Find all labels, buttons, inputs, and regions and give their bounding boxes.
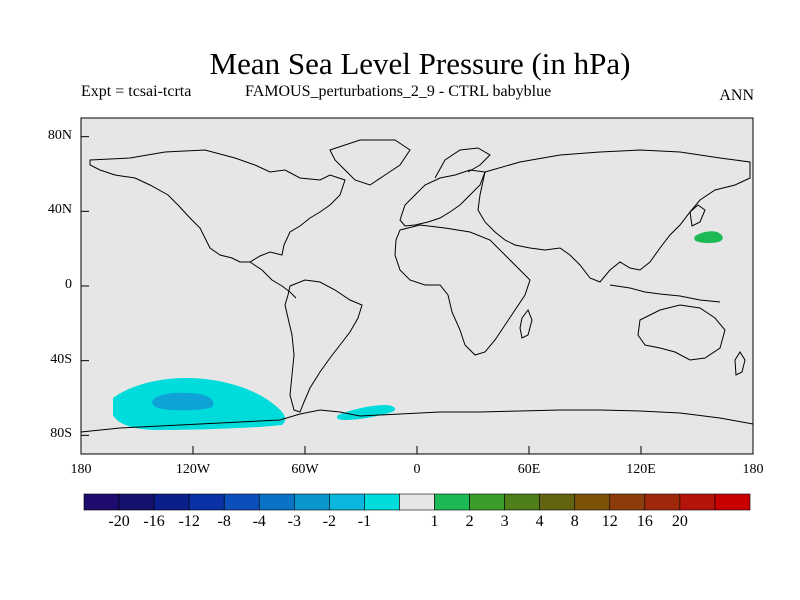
colorbar-swatch — [644, 493, 681, 511]
colorbar-label: -2 — [322, 513, 337, 530]
colorbar-label: 1 — [430, 513, 439, 530]
lon-tick-label: 120E — [626, 462, 656, 477]
colorbar-swatch — [539, 493, 576, 511]
lon-tick-label: 180 — [70, 462, 92, 477]
colorbar-label: 12 — [601, 513, 618, 530]
colorbar-label: 16 — [636, 513, 653, 530]
colorbar-label: 8 — [570, 513, 579, 530]
lon-tick-label: 180 — [742, 462, 764, 477]
colorbar-swatch — [118, 493, 155, 511]
lat-tick-label: 0 — [65, 277, 72, 292]
colorbar-swatch — [504, 493, 540, 511]
colorbar-swatch — [679, 493, 716, 511]
lon-tick-label: 60E — [517, 462, 541, 477]
lon-ticks — [80, 446, 754, 454]
colorbar-swatch — [714, 493, 751, 511]
colorbar-swatch — [258, 493, 295, 511]
colorbar-swatch — [188, 493, 225, 511]
coastlines — [80, 139, 754, 433]
colorbar-swatch — [294, 493, 330, 511]
anomaly-region-neg-3 — [152, 392, 214, 411]
colorbar-label: -4 — [252, 513, 266, 530]
anomaly-region-pos-1 — [694, 231, 723, 244]
lat-ticks — [81, 136, 89, 436]
colorbar-swatch — [329, 493, 365, 511]
lat-tick-label: 40S — [50, 351, 72, 367]
colorbar-swatch — [153, 493, 190, 511]
lon-tick-label: 60W — [291, 462, 319, 477]
experiment-label: Expt = tcsai-tcrta — [81, 83, 192, 100]
colorbar-label: -8 — [217, 513, 231, 530]
colorbar-label: -1 — [357, 513, 372, 530]
colorbar-swatch — [609, 493, 646, 511]
lon-tick-label: 0 — [413, 462, 421, 477]
lat-tick-label: 40N — [47, 202, 72, 218]
run-label: FAMOUS_perturbations_2_9 - CTRL babyblue — [245, 83, 552, 100]
colorbar-swatch — [83, 493, 120, 511]
colorbar-label: -20 — [108, 513, 130, 530]
page-title: Mean Sea Level Pressure (in hPa) — [209, 46, 631, 81]
colorbar-label: 2 — [465, 513, 474, 530]
colorbar-label: 4 — [535, 513, 544, 530]
colorbar — [83, 493, 751, 511]
colorbar-label: -16 — [143, 513, 165, 530]
lon-tick-label: 120W — [175, 462, 211, 477]
colorbar-swatch — [364, 493, 400, 511]
colorbar-label: 3 — [500, 513, 509, 530]
colorbar-swatch — [434, 493, 470, 511]
colorbar-swatch — [574, 493, 611, 511]
colorbar-swatch — [223, 493, 260, 511]
colorbar-label: -3 — [287, 513, 301, 530]
colorbar-swatch — [399, 493, 435, 511]
season-label: ANN — [719, 87, 754, 104]
lat-tick-label: 80S — [50, 426, 72, 442]
colorbar-label: -12 — [178, 513, 200, 530]
lat-tick-label: 80N — [47, 127, 72, 143]
colorbar-swatch — [469, 493, 505, 511]
anomaly-region-neg-2-atlantic — [336, 405, 396, 420]
colorbar-label: 20 — [671, 513, 688, 530]
